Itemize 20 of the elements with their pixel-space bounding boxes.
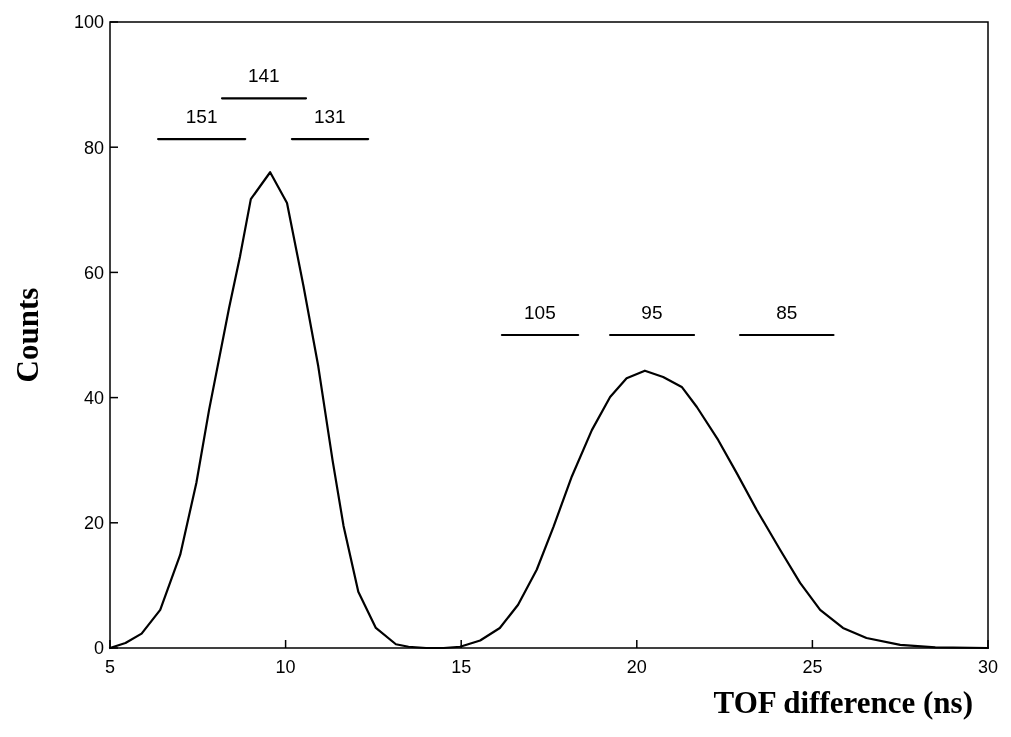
- x-tick-label: 30: [977, 657, 999, 677]
- x-tick-label: 15: [451, 657, 472, 677]
- y-tick-label: 20: [83, 513, 104, 534]
- annotation: 95: [641, 302, 663, 323]
- x-tick-label: 20: [626, 657, 647, 677]
- annotation: 131: [314, 106, 346, 128]
- y-tick-label: 60: [83, 262, 104, 283]
- y-tick-label: 0: [93, 638, 104, 659]
- annotation: 105: [524, 302, 556, 323]
- y-tick-label: 80: [83, 137, 104, 158]
- x-axis-title: TOF difference (ns): [713, 685, 973, 720]
- annotation: 85: [776, 302, 798, 323]
- annotation: 151: [185, 106, 218, 128]
- x-tick-label: 5: [104, 657, 116, 677]
- y-axis-title: Counts: [10, 287, 45, 383]
- y-tick-label: 40: [83, 387, 104, 408]
- annotation: 141: [247, 65, 280, 87]
- x-tick-label: 10: [275, 657, 296, 677]
- y-tick-label: 100: [73, 12, 104, 33]
- x-tick-label: 25: [802, 657, 823, 677]
